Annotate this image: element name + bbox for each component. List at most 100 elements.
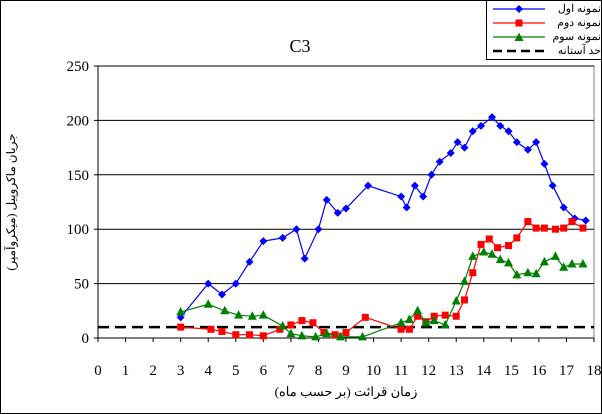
series-line-1 (180, 116, 586, 318)
y-tick-label-0: 0 (82, 331, 90, 347)
data-point-s3-26 (512, 269, 522, 279)
legend: نمونه اول نمونه دوم نمونه سوم حد آستانه (486, 0, 602, 60)
data-point-s1-33 (559, 203, 568, 212)
data-point-s3-20 (459, 276, 469, 285)
x-tick-label-12: 12 (421, 363, 436, 379)
legend-label-series-4: حد آستانه (557, 45, 601, 57)
data-point-s1-30 (532, 138, 541, 147)
data-point-s1-22 (460, 143, 469, 152)
data-point-s2-34 (579, 224, 587, 232)
y-tick-label-200: 200 (67, 113, 90, 129)
data-point-s3-30 (550, 251, 560, 260)
data-point-s1-25 (488, 113, 497, 122)
data-point-s3-28 (531, 268, 541, 278)
legend-entry-series-4: حد آستانه (487, 44, 602, 58)
data-point-s1-28 (512, 138, 521, 147)
data-point-s2-24 (485, 235, 493, 243)
data-point-s3-23 (487, 249, 497, 258)
x-axis-label: زمان قرائت (بر حسب ماه) (275, 384, 418, 400)
data-point-s1-16 (410, 181, 419, 190)
data-point-s3-18 (440, 319, 450, 329)
data-point-s3-15 (413, 305, 423, 315)
data-point-s1-10 (322, 195, 331, 204)
x-tick-label-18: 18 (587, 363, 602, 379)
data-point-s3-19 (451, 296, 461, 305)
data-point-s1-14 (397, 192, 406, 201)
data-point-s2-16 (414, 312, 422, 320)
data-point-s1-35 (581, 216, 590, 225)
legend-entry-series-3: نمونه سوم (487, 30, 602, 44)
data-point-s1-19 (435, 157, 444, 166)
data-point-s2-11 (331, 331, 339, 339)
y-tick-label-250: 250 (67, 59, 90, 75)
data-point-s2-23 (477, 240, 485, 248)
data-point-s3-10 (322, 328, 332, 338)
data-point-s2-8 (298, 317, 306, 325)
data-point-s2-33 (568, 218, 576, 226)
x-tick-label-11: 11 (394, 363, 408, 379)
data-point-s3-17 (429, 315, 439, 325)
data-point-s1-32 (548, 181, 557, 190)
data-point-s2-25 (494, 244, 502, 252)
data-point-s2-10 (320, 329, 328, 337)
data-point-s2-20 (452, 312, 460, 320)
data-point-s2-26 (505, 242, 513, 250)
data-point-s3-2 (220, 305, 230, 315)
data-point-s1-2 (218, 290, 226, 299)
data-point-s3-13 (396, 317, 406, 327)
x-tick-label-10: 10 (366, 363, 381, 379)
data-point-s1-27 (504, 127, 513, 136)
data-point-s2-14 (397, 325, 405, 333)
x-tick-label-17: 17 (559, 363, 575, 379)
data-point-s2-2 (218, 327, 226, 335)
x-tick-label-4: 4 (204, 363, 212, 379)
x-tick-label-2: 2 (149, 363, 157, 379)
data-point-s3-4 (247, 311, 257, 320)
data-point-s2-29 (532, 224, 540, 232)
x-tick-label-5: 5 (232, 363, 240, 379)
data-point-s3-16 (421, 317, 431, 327)
data-point-s1-18 (427, 170, 436, 179)
data-point-s2-32 (560, 224, 568, 232)
y-tick-label-150: 150 (67, 168, 90, 184)
series-line-3 (180, 251, 583, 338)
data-point-s2-12 (342, 329, 350, 337)
data-point-s1-11 (333, 208, 342, 217)
legend-swatch-series-3 (493, 32, 545, 41)
data-point-s3-8 (297, 330, 307, 340)
y-axis-label: جریان ماکروپیل (میکروآمپر) (3, 133, 18, 270)
data-point-s2-5 (259, 332, 267, 340)
data-point-s3-14 (404, 314, 414, 324)
data-point-s2-30 (540, 224, 548, 232)
x-tick-label-3: 3 (177, 363, 185, 379)
chart-title: C3 (289, 36, 310, 56)
data-point-s3-1 (203, 299, 213, 308)
legend-entry-series-1: نمونه اول (487, 2, 602, 16)
x-tick-label-6: 6 (260, 363, 268, 379)
legend-label-series-1: نمونه اول (557, 3, 601, 15)
data-point-s1-9 (314, 225, 323, 234)
data-point-s1-26 (496, 121, 505, 130)
y-tick-label-100: 100 (67, 222, 90, 238)
data-point-s2-7 (287, 321, 295, 329)
data-point-s1-31 (540, 159, 549, 168)
data-point-s2-27 (513, 234, 521, 242)
data-point-s1-13 (364, 181, 373, 190)
data-point-s3-32 (567, 259, 577, 268)
data-point-s2-0 (177, 323, 185, 331)
x-tick-label-15: 15 (504, 363, 519, 379)
data-point-s2-15 (405, 325, 413, 333)
legend-swatch-series-1 (493, 5, 545, 13)
data-point-s3-12 (358, 331, 368, 341)
data-point-s3-21 (468, 251, 478, 260)
data-point-s1-21 (453, 138, 462, 147)
data-point-s3-0 (176, 306, 186, 316)
data-point-s3-31 (559, 262, 569, 271)
data-point-s1-24 (477, 121, 486, 130)
x-tick-label-7: 7 (287, 363, 295, 379)
x-tick-label-16: 16 (531, 363, 547, 379)
data-point-s1-6 (278, 233, 287, 242)
y-tick-label-50: 50 (74, 277, 89, 293)
data-point-s3-25 (504, 257, 514, 267)
data-point-s1-15 (402, 203, 411, 212)
